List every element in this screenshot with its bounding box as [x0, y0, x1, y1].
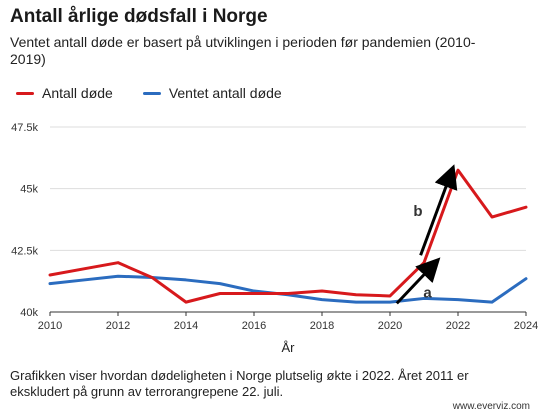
chart-title: Antall årlige dødsfall i Norge — [10, 6, 268, 27]
annotation-label-a: a — [423, 285, 432, 302]
legend-item-expected[interactable]: Ventet antall døde — [142, 85, 282, 101]
y-tick-label: 47.5k — [11, 122, 38, 134]
x-tick-label: 2014 — [174, 320, 198, 332]
annotation-label-b: b — [413, 203, 422, 220]
series-line-actual[interactable] — [48, 168, 528, 304]
legend-item-actual[interactable]: Antall døde — [16, 85, 113, 101]
annotation-arrow-a — [395, 257, 441, 305]
y-tick-label: 45k — [20, 184, 38, 196]
legend-label-expected: Ventet antall døde — [168, 85, 282, 101]
y-tick-label: 42.5k — [11, 245, 38, 257]
x-axis-label: År — [282, 340, 296, 355]
legend-swatch-expected — [142, 91, 161, 95]
line-chart: 40k 42.5k 45k 47.5k 2010 2012 2014 2016 2018 2020… — [11, 122, 538, 355]
annotation-arrow-b — [419, 164, 458, 256]
chart-footnote: Grafikken viser hvordan dødeligheten i N… — [10, 368, 469, 399]
chart-legend: Antall døde Ventet antall døde — [16, 85, 282, 101]
y-tick-label: 40k — [20, 307, 38, 319]
x-tick-label: 2010 — [38, 320, 62, 332]
x-tick-label: 2016 — [242, 320, 266, 332]
x-tick-label: 2022 — [446, 320, 470, 332]
chart-subtitle: Ventet antall døde er basert på utviklin… — [10, 34, 476, 67]
x-tick-label: 2012 — [106, 320, 130, 332]
chart-credit: www.everviz.com — [452, 401, 530, 412]
x-tick-label: 2020 — [378, 320, 402, 332]
series-line-expected[interactable] — [48, 274, 528, 304]
x-tick-label: 2018 — [310, 320, 334, 332]
legend-label-actual: Antall døde — [42, 85, 113, 101]
x-tick-label: 2024 — [514, 320, 538, 332]
legend-swatch-actual — [16, 91, 34, 95]
